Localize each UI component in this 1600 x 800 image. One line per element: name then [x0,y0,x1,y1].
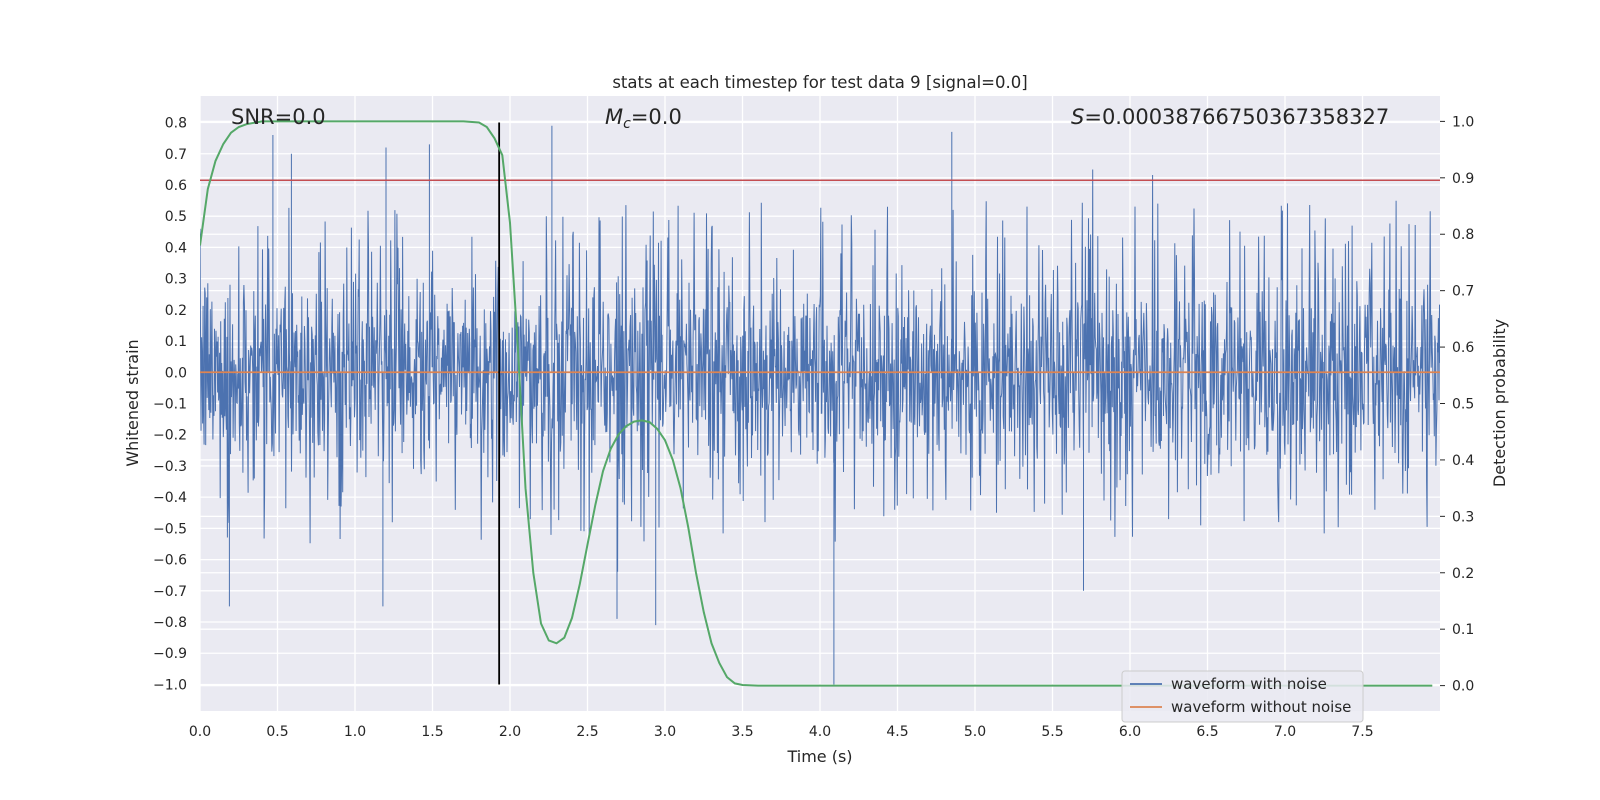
y-tick-label: 0.5 [165,209,187,225]
y-tick-label: −0.4 [153,490,187,506]
x-tick-label: 1.0 [344,724,366,740]
legend-label-noise: waveform with noise [1171,675,1327,693]
x-tick-label: 4.5 [886,724,908,740]
annotation-mc-subscript: c [623,116,631,132]
y-tick-label: −0.9 [153,646,187,662]
y-tick-label-right: 0.1 [1452,622,1474,638]
y-tick-label: 0.4 [165,240,187,256]
y-tick-label: 0.6 [165,178,187,194]
y-tick-label: −0.6 [153,553,187,569]
y-tick-label: −0.7 [153,584,187,600]
x-tick-label: 7.0 [1274,724,1296,740]
x-tick-label: 2.0 [499,724,521,740]
y-tick-label: −0.5 [153,521,187,537]
y-tick-labels-left: 0.8 0.7 0.6 0.5 0.4 0.3 0.2 0.1 0.0 −0.1 −0.2 −0.3 −… [153,116,187,694]
y-tick-label-right: 0.5 [1452,397,1474,413]
y-tick-label: 0.7 [165,147,187,163]
x-tick-label: 3.0 [654,724,676,740]
x-tick-label: 1.5 [421,724,443,740]
y-tick-label: −0.1 [153,397,187,413]
y-tick-label-right: 0.0 [1452,679,1474,695]
x-tick-label: 5.5 [1041,724,1063,740]
annotation-s-value: =0.00038766750367358327 [1084,105,1389,129]
chart-title: stats at each timestep for test data 9 [… [612,73,1027,92]
y-tick-label-right: 0.4 [1452,453,1474,469]
y-tick-label: −0.3 [153,459,187,475]
x-tick-label: 3.5 [731,724,753,740]
series-waveform-with-noise [200,125,1440,685]
annotation-chirp-mass: Mc=0.0 [605,105,682,132]
y-tick-label-right: 1.0 [1452,114,1474,130]
y-tick-label-right: 0.2 [1452,566,1474,582]
x-tick-label: 0.0 [189,724,211,740]
legend: waveform with noise waveform without noi… [1121,670,1364,723]
y-tick-label-right: 0.9 [1452,171,1474,187]
x-tick-label: 0.5 [266,724,288,740]
annotation-mc-symbol: M [605,105,623,129]
y-axis-label-left: Whitened strain [123,339,142,466]
legend-box [1121,670,1364,723]
y-axis-label-right: Detection probability [1490,319,1509,487]
x-tick-label: 4.0 [809,724,831,740]
x-tick-label: 6.5 [1196,724,1218,740]
y-tick-label: 0.3 [165,272,187,288]
x-tick-label: 5.0 [964,724,986,740]
y-tick-label: −0.2 [153,428,187,444]
y-tick-label: 0.2 [165,303,187,319]
series-detection-probability [200,120,1433,687]
annotation-s: S=0.00038766750367358327 [1071,105,1389,129]
legend-label-clean: waveform without noise [1171,698,1351,716]
y-tick-label: 0.1 [165,334,187,350]
y-tick-label-right: 0.7 [1452,284,1474,300]
y-tick-label: −0.8 [153,615,187,631]
y-tick-label-right: 0.6 [1452,340,1474,356]
y-tick-label: 0.8 [165,116,187,132]
x-tick-label: 7.5 [1351,724,1373,740]
x-axis-label: Time (s) [786,747,852,766]
x-tick-label: 6.0 [1119,724,1141,740]
y-tick-label-right: 0.3 [1452,509,1474,525]
y-tick-label: 0.0 [165,365,187,381]
y-tick-label-right: 0.8 [1452,227,1474,243]
annotation-snr: SNR=0.0 [231,105,326,129]
y-tick-labels-right: 1.0 0.9 0.8 0.7 0.6 0.5 0.4 0.3 0.2 0.1 0.0 [1440,114,1474,695]
annotation-s-symbol: S [1071,105,1084,129]
y-tick-label: −1.0 [153,677,187,693]
x-tick-label: 2.5 [576,724,598,740]
x-tick-labels: 0.0 0.5 1.0 1.5 2.0 2.5 3.0 3.5 4.0 4.5 5.0 5.5 6.0 6… [189,724,1374,740]
annotation-mc-value: =0.0 [631,105,682,129]
